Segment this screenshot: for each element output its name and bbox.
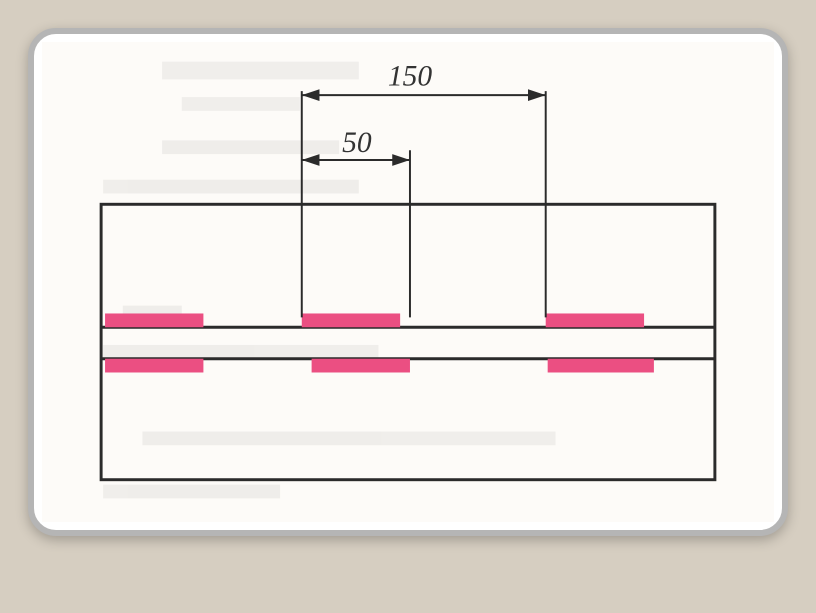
dimension-50-label: 50: [342, 127, 372, 159]
ghost-bleed: [103, 62, 555, 499]
diagram-svg: 150 50: [42, 42, 774, 522]
slide-frame: 150 50: [28, 28, 788, 536]
dimension-150-label: 150: [388, 60, 433, 92]
dimension-50: [302, 150, 410, 317]
stitch: [548, 359, 654, 373]
stitch: [105, 359, 203, 373]
diagram-panel: 150 50: [42, 42, 774, 522]
stitch: [302, 313, 400, 327]
stitch: [312, 359, 410, 373]
stitch: [105, 313, 203, 327]
stitch: [546, 313, 644, 327]
stitch-row-top: [105, 313, 644, 327]
stitch-row-bottom: [105, 359, 654, 373]
